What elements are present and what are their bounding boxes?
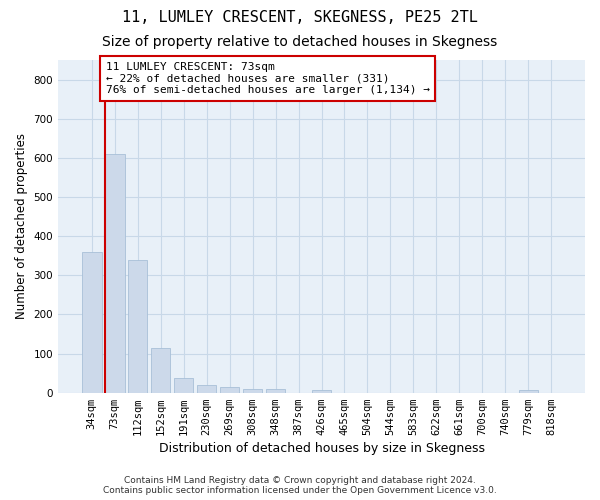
Text: Size of property relative to detached houses in Skegness: Size of property relative to detached ho… — [103, 35, 497, 49]
X-axis label: Distribution of detached houses by size in Skegness: Distribution of detached houses by size … — [158, 442, 485, 455]
Bar — [128, 260, 148, 392]
Bar — [197, 385, 217, 392]
Bar — [82, 252, 101, 392]
Text: 11, LUMLEY CRESCENT, SKEGNESS, PE25 2TL: 11, LUMLEY CRESCENT, SKEGNESS, PE25 2TL — [122, 10, 478, 25]
Text: 11 LUMLEY CRESCENT: 73sqm
← 22% of detached houses are smaller (331)
76% of semi: 11 LUMLEY CRESCENT: 73sqm ← 22% of detac… — [106, 62, 430, 95]
Bar — [105, 154, 125, 392]
Bar — [266, 389, 286, 392]
Text: Contains HM Land Registry data © Crown copyright and database right 2024.
Contai: Contains HM Land Registry data © Crown c… — [103, 476, 497, 495]
Bar — [151, 348, 170, 393]
Bar — [243, 389, 262, 392]
Bar — [312, 390, 331, 392]
Y-axis label: Number of detached properties: Number of detached properties — [15, 134, 28, 320]
Bar — [518, 390, 538, 392]
Bar — [220, 387, 239, 392]
Bar — [174, 378, 193, 392]
